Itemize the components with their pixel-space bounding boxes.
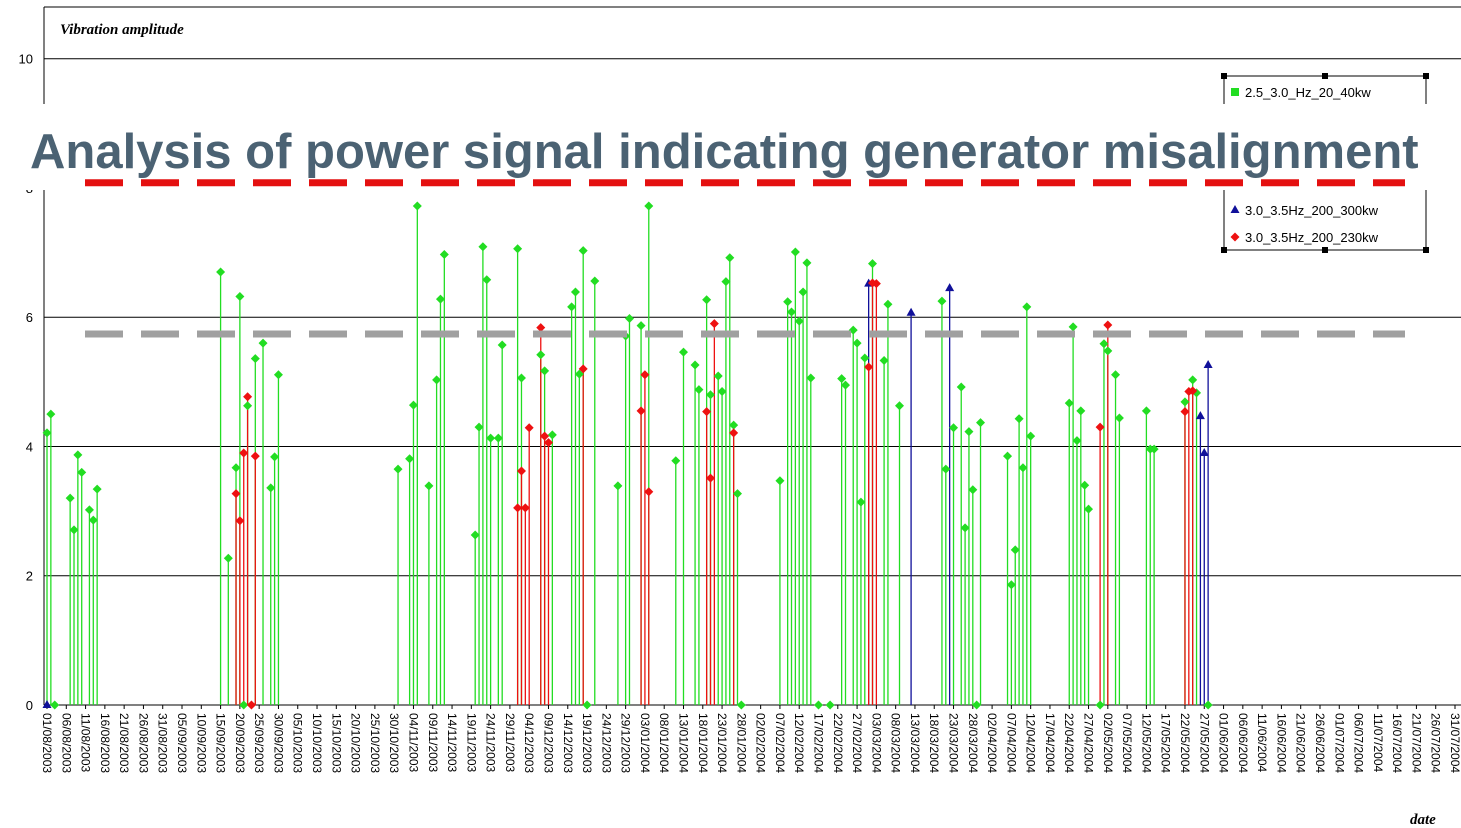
y-tick-label: 2 — [26, 569, 33, 584]
x-tick-label: 29/11/2003 — [503, 713, 517, 772]
x-tick-label: 20/10/2003 — [349, 713, 363, 773]
x-tick-label: 27/05/2004 — [1197, 713, 1211, 773]
x-tick-label: 29/12/2003 — [619, 713, 633, 773]
x-tick-label: 26/06/2004 — [1313, 713, 1327, 773]
legend-label: 3.0_3.5Hz_200_300kw — [1245, 203, 1379, 218]
legend-handle — [1221, 247, 1227, 253]
x-tick-label: 07/04/2004 — [1004, 713, 1018, 773]
x-tick-label: 12/04/2004 — [1024, 713, 1038, 773]
x-tick-label: 09/11/2003 — [426, 713, 440, 772]
page: {"chart_data": { "type": "scatter", "tit… — [0, 0, 1461, 828]
x-tick-label: 17/02/2004 — [812, 713, 826, 773]
legend-handle — [1423, 247, 1429, 253]
x-tick-label: 03/03/2004 — [869, 713, 883, 773]
x-tick-label: 15/10/2003 — [329, 713, 343, 773]
legend-label: 3.0_3.5Hz_200_230kw — [1245, 230, 1379, 245]
x-tick-label: 12/05/2004 — [1139, 713, 1153, 773]
x-tick-label: 16/07/2004 — [1390, 713, 1404, 773]
x-tick-label: 09/12/2003 — [541, 713, 555, 773]
x-tick-label: 19/12/2003 — [580, 713, 594, 773]
x-tick-label: 23/03/2004 — [947, 713, 961, 773]
x-tick-label: 01/08/2003 — [40, 713, 54, 773]
x-tick-label: 22/05/2004 — [1178, 713, 1192, 773]
x-tick-label: 31/08/2003 — [156, 713, 170, 773]
x-tick-label: 17/04/2004 — [1043, 713, 1057, 773]
x-tick-label: 18/01/2004 — [696, 713, 710, 773]
x-tick-label: 23/01/2004 — [715, 713, 729, 773]
x-tick-label: 25/10/2003 — [368, 713, 382, 773]
x-tick-label: 05/10/2003 — [291, 713, 305, 773]
y-tick-label: 6 — [26, 310, 33, 325]
x-tick-label: 01/07/2004 — [1332, 713, 1346, 773]
x-tick-label: 21/08/2003 — [117, 713, 131, 773]
x-tick-label: 10/10/2003 — [310, 713, 324, 773]
x-axis-label: date — [1410, 812, 1436, 828]
y-tick-label: 10 — [19, 52, 33, 67]
x-tick-label: 26/07/2004 — [1429, 713, 1443, 773]
legend-symbol — [1231, 88, 1239, 96]
x-tick-label: 26/08/2003 — [136, 713, 150, 773]
x-tick-label: 06/07/2004 — [1352, 713, 1366, 773]
x-tick-label: 22/04/2004 — [1062, 713, 1076, 773]
x-tick-label: 11/08/2003 — [79, 713, 93, 772]
legend-handle — [1221, 73, 1227, 79]
x-tick-label: 20/09/2003 — [233, 713, 247, 773]
x-tick-label: 10/09/2003 — [194, 713, 208, 773]
x-tick-label: 14/12/2003 — [561, 713, 575, 773]
x-tick-label: 08/01/2004 — [657, 713, 671, 773]
x-tick-label: 22/02/2004 — [831, 713, 845, 773]
x-tick-label: 02/02/2004 — [754, 713, 768, 773]
y-tick-label: 4 — [26, 439, 33, 454]
x-tick-label: 25/09/2003 — [252, 713, 266, 773]
x-tick-label: 07/02/2004 — [773, 713, 787, 773]
x-tick-label: 17/05/2004 — [1159, 713, 1173, 773]
legend-handle — [1322, 73, 1328, 79]
legend-label: 2.5_3.0_Hz_20_40kw — [1245, 85, 1371, 100]
x-tick-label: 24/11/2003 — [484, 713, 498, 772]
x-tick-label: 27/02/2004 — [850, 713, 864, 773]
x-tick-label: 04/12/2003 — [522, 713, 536, 773]
page-title: Analysis of power signal indicating gene… — [30, 125, 1419, 179]
x-tick-label: 21/07/2004 — [1409, 713, 1423, 773]
x-tick-label: 02/04/2004 — [985, 713, 999, 773]
x-tick-label: 12/02/2004 — [792, 713, 806, 773]
x-tick-label: 27/04/2004 — [1082, 713, 1096, 773]
x-tick-label: 13/03/2004 — [908, 713, 922, 773]
x-tick-label: 31/07/2004 — [1448, 713, 1461, 773]
x-tick-label: 28/03/2004 — [966, 713, 980, 773]
x-tick-label: 11/07/2004 — [1371, 713, 1385, 772]
x-tick-label: 18/03/2004 — [927, 713, 941, 773]
x-tick-label: 14/11/2003 — [445, 713, 459, 772]
y-tick-label: 0 — [26, 698, 33, 713]
x-tick-label: 06/08/2003 — [59, 713, 73, 773]
x-tick-label: 30/10/2003 — [387, 713, 401, 773]
x-tick-label: 03/01/2004 — [638, 713, 652, 773]
x-tick-label: 28/01/2004 — [734, 713, 748, 773]
x-tick-label: 13/01/2004 — [676, 713, 690, 773]
x-tick-label: 19/11/2003 — [464, 713, 478, 772]
x-tick-label: 06/06/2004 — [1236, 713, 1250, 773]
x-tick-label: 04/11/2003 — [406, 713, 420, 772]
x-tick-label: 05/09/2003 — [175, 713, 189, 773]
x-tick-label: 21/06/2004 — [1294, 713, 1308, 773]
y-axis-label: Vibration amplitude — [60, 22, 184, 38]
x-tick-label: 07/05/2004 — [1120, 713, 1134, 773]
x-tick-label: 15/09/2003 — [214, 713, 228, 773]
x-tick-label: 30/09/2003 — [271, 713, 285, 773]
x-tick-label: 16/06/2004 — [1274, 713, 1288, 773]
x-tick-label: 01/06/2004 — [1217, 713, 1231, 773]
x-tick-label: 02/05/2004 — [1101, 713, 1115, 773]
x-tick-label: 11/06/2004 — [1255, 713, 1269, 772]
chart: 024681001/08/200306/08/200311/08/200316/… — [0, 0, 1461, 828]
legend-handle — [1322, 247, 1328, 253]
x-tick-label: 08/03/2004 — [889, 713, 903, 773]
x-tick-label: 24/12/2003 — [599, 713, 613, 773]
legend-handle — [1423, 73, 1429, 79]
x-tick-label: 16/08/2003 — [98, 713, 112, 773]
